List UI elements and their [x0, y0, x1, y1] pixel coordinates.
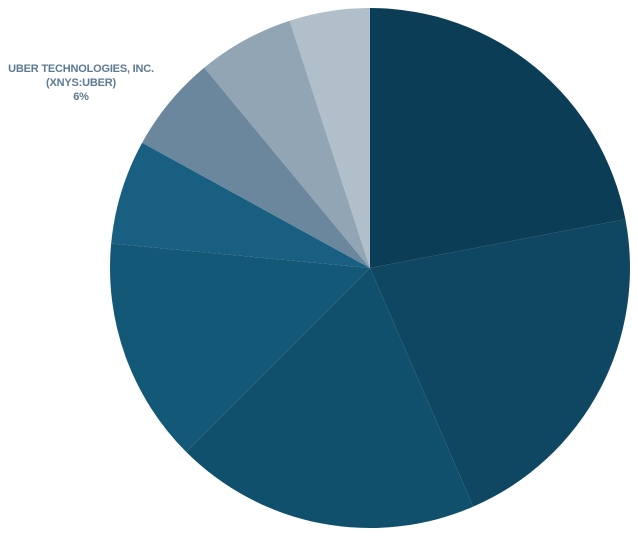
slice-value: 6% — [73, 91, 89, 103]
pie-slice — [186, 268, 474, 529]
pie-slice — [110, 243, 371, 452]
pie-slice — [142, 67, 370, 268]
pie-slice — [289, 8, 370, 268]
slice-name: UBER TECHNOLOGIES, INC. (XNYS:UBER) — [8, 63, 154, 89]
slice-label: UBER TECHNOLOGIES, INC. (XNYS:UBER) 6% — [0, 62, 162, 104]
pie-slice — [111, 142, 370, 268]
pie-slice — [370, 8, 626, 268]
pie-slice — [370, 219, 630, 507]
pie-slice — [204, 20, 370, 268]
